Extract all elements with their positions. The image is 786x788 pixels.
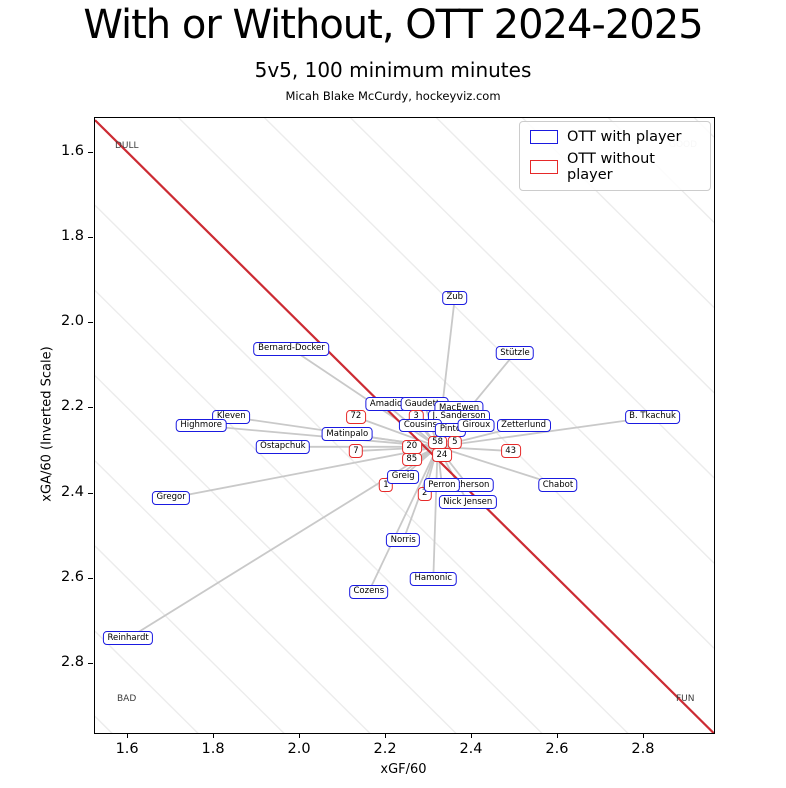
y-tick-mark <box>88 151 93 153</box>
y-tick-label: 2.4 <box>60 483 84 500</box>
player-label-with: Perron <box>423 478 461 493</box>
connector-line <box>437 445 559 486</box>
x-tick-mark <box>470 733 472 738</box>
player-label-with: Hamonic <box>410 571 457 586</box>
player-label-without: 7 <box>348 444 364 459</box>
player-label-without: 72 <box>346 410 366 424</box>
connector-line <box>432 446 439 579</box>
isoline <box>95 204 629 733</box>
player-label-without: 85 <box>401 452 422 467</box>
connector-line <box>201 424 438 448</box>
y-tick-mark <box>88 237 93 239</box>
x-tick-label: 1.8 <box>201 741 225 757</box>
player-label-with: Cousins <box>399 418 442 433</box>
y-tick-mark <box>88 407 93 409</box>
corner-label-bad: BAD <box>117 694 137 704</box>
x-tick-label: 2.6 <box>545 741 569 757</box>
chart-subtitle: 5v5, 100 minimum minutes <box>254 58 532 82</box>
isoline <box>349 118 714 479</box>
player-label-with: Bernard-Docker <box>253 341 330 356</box>
player-label-with: Highmore <box>175 418 227 433</box>
y-tick-label: 1.8 <box>60 228 84 245</box>
player-label-with: Gregor <box>151 490 191 505</box>
player-label-with: Zetterlund <box>496 418 551 433</box>
x-tick-mark <box>642 733 644 738</box>
player-label-with: Greig <box>387 469 420 484</box>
x-tick-mark <box>127 733 129 738</box>
legend-item-with: OTT with player <box>530 129 700 145</box>
x-axis-label: xGF/60 <box>380 762 427 777</box>
y-tick-label: 2.0 <box>60 313 84 330</box>
connector-line <box>368 446 439 592</box>
x-tick-label: 2.8 <box>631 741 655 757</box>
player-label-with: Stützle <box>495 346 535 361</box>
player-label-with: Amadio <box>365 397 407 412</box>
y-tick-mark <box>88 577 93 579</box>
player-label-without: 24 <box>431 448 452 463</box>
x-tick-mark <box>556 733 558 738</box>
player-label-with: Cozens <box>348 584 389 599</box>
player-label-with: Matinpalo <box>321 427 373 441</box>
legend-swatch-without-icon <box>530 160 558 174</box>
legend-item-without: OTT without player <box>530 151 700 183</box>
isoline <box>95 375 457 733</box>
legend-label-with: OTT with player <box>567 129 682 145</box>
isoline <box>95 460 371 733</box>
isoline <box>263 118 714 564</box>
player-label-with: Giroux <box>457 418 495 433</box>
isoline <box>95 289 543 733</box>
y-tick-label: 1.6 <box>60 142 84 159</box>
connector-line <box>355 416 438 448</box>
player-label-with: Norris <box>386 533 421 548</box>
isoline <box>177 118 714 649</box>
isoline <box>95 545 285 733</box>
y-tick-label: 2.2 <box>60 398 84 415</box>
legend-label-without: OTT without player <box>567 151 655 183</box>
x-tick-label: 2.0 <box>287 741 311 757</box>
y-tick-label: 2.6 <box>60 568 84 585</box>
chart-credit: Micah Blake McCurdy, hockeyviz.com <box>285 89 501 103</box>
x-tick-mark <box>213 733 215 738</box>
connector-line <box>170 445 438 499</box>
player-label-with: Reinhardt <box>103 631 154 646</box>
corner-label-dull: DULL <box>115 141 139 151</box>
player-label-with: Nick Jensen <box>438 495 497 510</box>
isoline <box>95 715 113 733</box>
y-tick-mark <box>88 492 93 494</box>
corner-label-fun: FUN <box>676 694 695 704</box>
x-tick-mark <box>299 733 301 738</box>
player-label-with: Ostapchuk <box>255 439 311 454</box>
isoline <box>435 118 714 394</box>
y-axis-label: xGA/60 (Inverted Scale) <box>39 346 55 502</box>
player-label-without: 43 <box>500 444 521 459</box>
isoline <box>607 118 714 223</box>
x-tick-label: 2.4 <box>459 741 483 757</box>
x-tick-label: 2.2 <box>373 741 397 757</box>
y-tick-mark <box>88 663 93 664</box>
y-tick-mark <box>88 322 93 324</box>
plot-area: DULL GOOD BAD FUN ZubBernard-DockerStütz… <box>94 117 715 734</box>
player-label-with: Zub <box>441 290 468 305</box>
x-tick-mark <box>385 733 387 738</box>
player-label-with: B. Tkachuk <box>624 410 681 424</box>
isoline <box>521 118 714 309</box>
x-tick-label: 1.6 <box>115 741 139 757</box>
legend-swatch-with-icon <box>530 130 558 144</box>
y-tick-label: 2.8 <box>60 654 84 670</box>
player-label-with: Chabot <box>538 478 578 493</box>
chart-title: With or Without, OTT 2024-2025 <box>83 2 703 48</box>
legend: OTT with player OTT without player <box>519 121 711 191</box>
player-label-without: 5 <box>447 435 462 450</box>
